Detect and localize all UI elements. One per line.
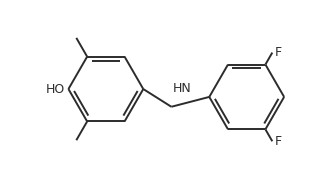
Text: HN: HN <box>173 82 192 95</box>
Text: F: F <box>274 46 282 59</box>
Text: HO: HO <box>46 83 65 95</box>
Text: F: F <box>274 135 282 148</box>
